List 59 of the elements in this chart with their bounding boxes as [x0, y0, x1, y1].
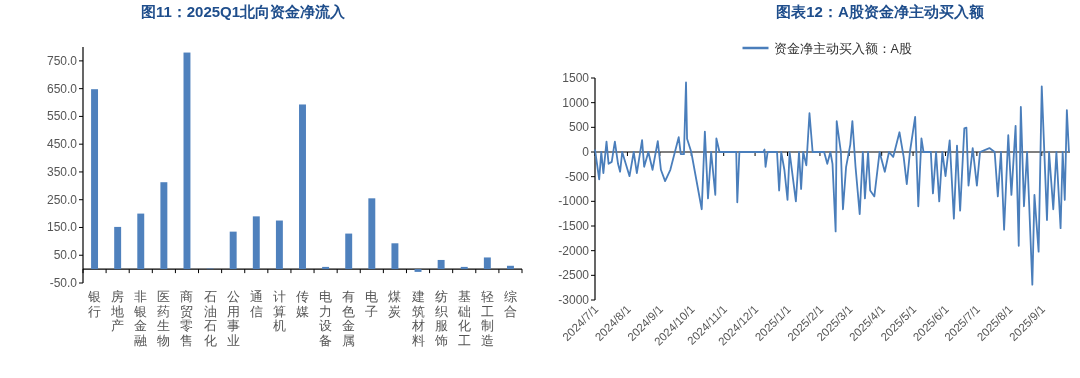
bar	[437, 259, 445, 270]
x-tick-label: 非银金融	[133, 289, 148, 348]
y-tick-label: -50.0	[49, 276, 78, 290]
bar	[368, 198, 376, 270]
x-tick-label: 公用事业	[226, 289, 240, 348]
y-tick-label: 500	[568, 120, 590, 135]
x-tick-label: 轻工制造	[480, 289, 494, 348]
bar	[322, 266, 330, 270]
y-tick-label: -2500	[558, 268, 590, 283]
bar	[460, 266, 468, 270]
x-tick-label: 综合	[503, 289, 517, 319]
x-tick-label: 电子	[365, 289, 379, 319]
bar	[506, 265, 514, 270]
y-tick-label: 0	[582, 145, 590, 159]
bar	[414, 269, 422, 272]
bar	[114, 226, 122, 270]
y-tick-label: -3000	[558, 293, 590, 307]
y-tick-label: 250.0	[46, 192, 78, 207]
x-tick-label: 煤炭	[388, 289, 402, 319]
y-tick-label: -1500	[558, 219, 590, 233]
bar	[229, 231, 237, 270]
x-tick-label: 建筑材料	[410, 289, 425, 348]
bar	[483, 257, 491, 270]
y-tick-label: 150.0	[46, 220, 78, 235]
y-tick-label: 650.0	[46, 81, 78, 96]
x-tick-label: 计算机	[272, 289, 286, 333]
x-tick-label: 通信	[249, 289, 263, 319]
legend-label: 资金净主动买入额：A股	[773, 40, 912, 56]
y-tick-label: 50.0	[53, 248, 78, 263]
bar	[345, 233, 353, 270]
y-tick-label: 750.0	[46, 53, 78, 68]
x-tick-label: 电力设备	[319, 289, 333, 348]
x-tick-label: 石油石化	[203, 289, 217, 348]
line-series	[594, 81, 1070, 286]
bar	[275, 220, 283, 270]
x-tick-label: 传媒	[296, 289, 309, 319]
x-tick-label: 纺织服饰	[433, 289, 448, 348]
y-tick-label: -500	[564, 169, 590, 184]
x-tick-label: 银行	[87, 289, 102, 319]
x-tick-label: 商贸零售	[180, 289, 194, 348]
bar	[137, 213, 145, 270]
y-tick-label: 450.0	[46, 137, 78, 152]
y-tick-label: 1000	[562, 95, 590, 110]
bar	[160, 182, 168, 270]
bar	[391, 243, 399, 270]
x-tick-label: 房地产	[110, 289, 125, 333]
y-tick-label: -1000	[558, 194, 590, 209]
bar	[299, 104, 306, 270]
y-tick-label: 350.0	[46, 164, 78, 179]
bar	[252, 216, 260, 270]
y-tick-label: 1500	[562, 71, 590, 85]
chart-title: 图11：2025Q1北向资金净流入	[140, 3, 347, 20]
x-tick-label: 基础化工	[456, 289, 471, 348]
x-tick-label: 有色金属	[342, 289, 356, 348]
chart-title: 图表12：A股资金净主动买入额	[776, 3, 985, 20]
y-tick-label: -2000	[558, 243, 590, 258]
y-tick-label: 550.0	[46, 109, 78, 124]
bar	[91, 89, 99, 270]
x-tick-label: 医药生物	[157, 289, 171, 348]
